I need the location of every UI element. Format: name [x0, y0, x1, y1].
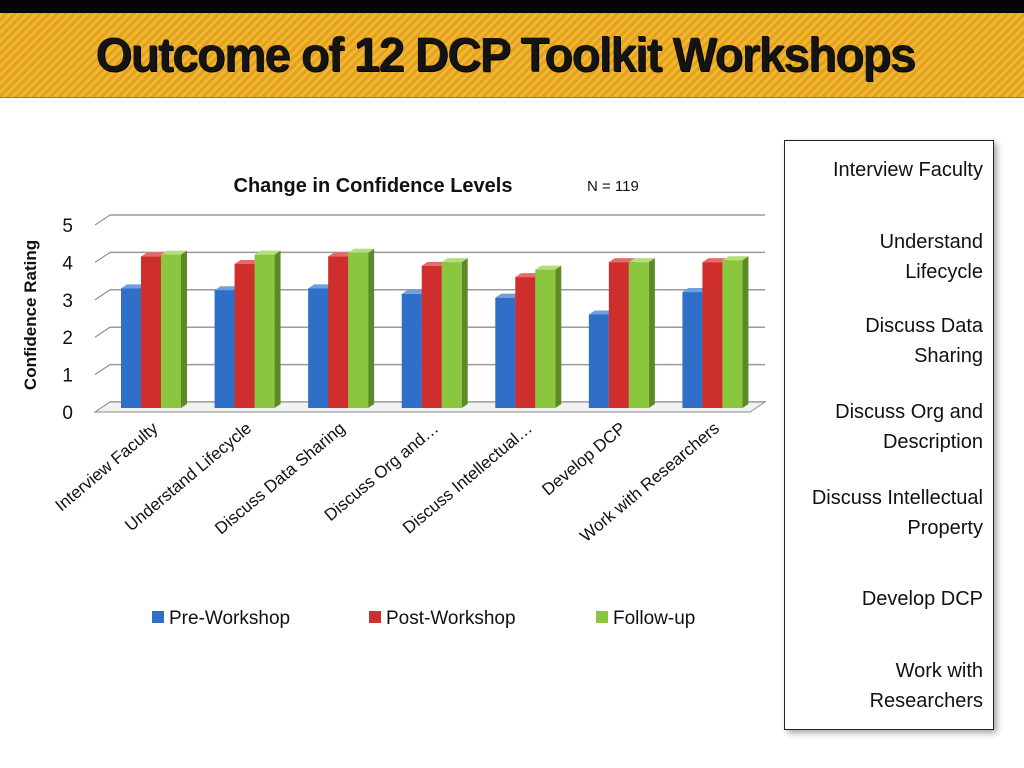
bar-top — [121, 284, 147, 289]
y-tick-label: 0 — [62, 403, 73, 424]
topic-item: Discuss Intellectual Property — [785, 483, 983, 543]
bar — [141, 256, 161, 408]
title-banner: Outcome of 12 DCP Toolkit Workshops — [0, 13, 1024, 98]
bar — [608, 262, 629, 408]
gridline-side — [94, 214, 111, 226]
topic-item: Discuss Data Sharing — [785, 311, 983, 371]
bar-top — [161, 250, 187, 255]
y-tick-label: 1 — [62, 366, 73, 387]
bar — [588, 314, 609, 408]
bar — [421, 265, 442, 408]
bar-top — [515, 273, 542, 278]
topic-item-line: Discuss Data — [865, 315, 983, 337]
chart-title: Change in Confidence Levels — [234, 175, 513, 197]
bar-side — [742, 256, 749, 408]
y-tick-label: 4 — [62, 253, 73, 274]
bar-top — [608, 258, 635, 263]
bar — [328, 256, 349, 408]
topic-item-line: Understand — [879, 231, 983, 253]
chart: 0 1 2 3 4 5 Confidence Rating Change in Confide… — [21, 175, 767, 629]
bar-top — [441, 258, 468, 263]
topic-list-panel: Interview Faculty Understand Lifecycle Disc… — [784, 140, 994, 730]
slide-title: Outcome of 12 DCP Toolkit Workshops — [95, 28, 916, 82]
category-label: Develop DCP — [538, 419, 629, 500]
gridline-side — [94, 326, 111, 338]
bar-top — [702, 258, 729, 263]
sample-size-note: N = 119 — [587, 178, 639, 195]
bar-top — [214, 286, 241, 291]
topic-item-line: Discuss Intellectual — [811, 487, 983, 509]
bar — [234, 264, 255, 408]
topic-item: Interview Faculty — [785, 155, 983, 185]
topic-item: Develop DCP — [785, 584, 983, 614]
bar-top — [535, 265, 562, 270]
gridline-side — [94, 364, 111, 376]
topic-item-line: Description — [882, 431, 983, 453]
gridline-side — [94, 289, 111, 301]
bar-top — [308, 284, 335, 289]
bar — [495, 297, 516, 408]
bar — [254, 254, 275, 408]
bar-top — [588, 310, 615, 315]
bar-top — [254, 250, 281, 255]
topic-item-line: Researchers — [869, 690, 983, 712]
bar-top — [421, 261, 448, 266]
bar — [161, 254, 181, 408]
bar — [214, 290, 235, 408]
bar-top — [495, 293, 522, 298]
bar-top — [722, 256, 749, 261]
topic-item: Discuss Org and Description — [785, 397, 983, 457]
bar — [682, 292, 703, 408]
bar-side — [555, 265, 562, 408]
bar — [308, 288, 329, 408]
topic-item: Work with Researchers — [785, 656, 983, 716]
legend-swatch — [596, 611, 608, 623]
topic-item-line: Sharing — [914, 345, 983, 367]
bar-top — [348, 248, 375, 253]
topic-item-line: Work with — [895, 660, 983, 682]
legend-swatch — [369, 611, 381, 623]
bar-side — [274, 250, 281, 408]
bar-top — [682, 288, 709, 293]
topic-item-line: Discuss Org and — [835, 401, 983, 423]
topic-item-line: Lifecycle — [905, 261, 983, 283]
bar-top — [328, 252, 355, 257]
legend-label: Pre-Workshop — [169, 608, 290, 629]
y-tick-label: 5 — [62, 216, 73, 237]
top-bar — [0, 0, 1024, 13]
bar-top — [234, 260, 261, 265]
bar-top — [628, 258, 655, 263]
bar — [121, 288, 141, 408]
bar — [515, 277, 536, 408]
legend-label: Follow-up — [613, 608, 695, 629]
topic-item-line: Develop DCP — [861, 588, 983, 610]
bar — [722, 260, 743, 408]
legend-swatch — [152, 611, 164, 623]
topic-item-line: Interview Faculty — [832, 159, 983, 181]
bar-side — [181, 250, 187, 408]
bar — [702, 262, 723, 408]
topic-item-line: Property — [907, 517, 983, 539]
bar — [401, 293, 422, 408]
gridline-side — [94, 251, 111, 263]
topic-item: Understand Lifecycle — [785, 227, 983, 287]
bar — [628, 262, 649, 408]
bar-side — [461, 258, 468, 408]
y-axis-label: Confidence Rating — [21, 240, 40, 390]
bar — [441, 262, 462, 408]
bar-top — [401, 289, 428, 294]
legend-label: Post-Workshop — [386, 608, 516, 629]
bar-side — [368, 248, 375, 408]
y-tick-label: 3 — [62, 291, 73, 312]
bar-top — [141, 252, 167, 257]
bar — [535, 269, 556, 408]
y-tick-label: 2 — [62, 328, 73, 349]
bar — [348, 252, 369, 408]
bar-side — [648, 258, 655, 408]
